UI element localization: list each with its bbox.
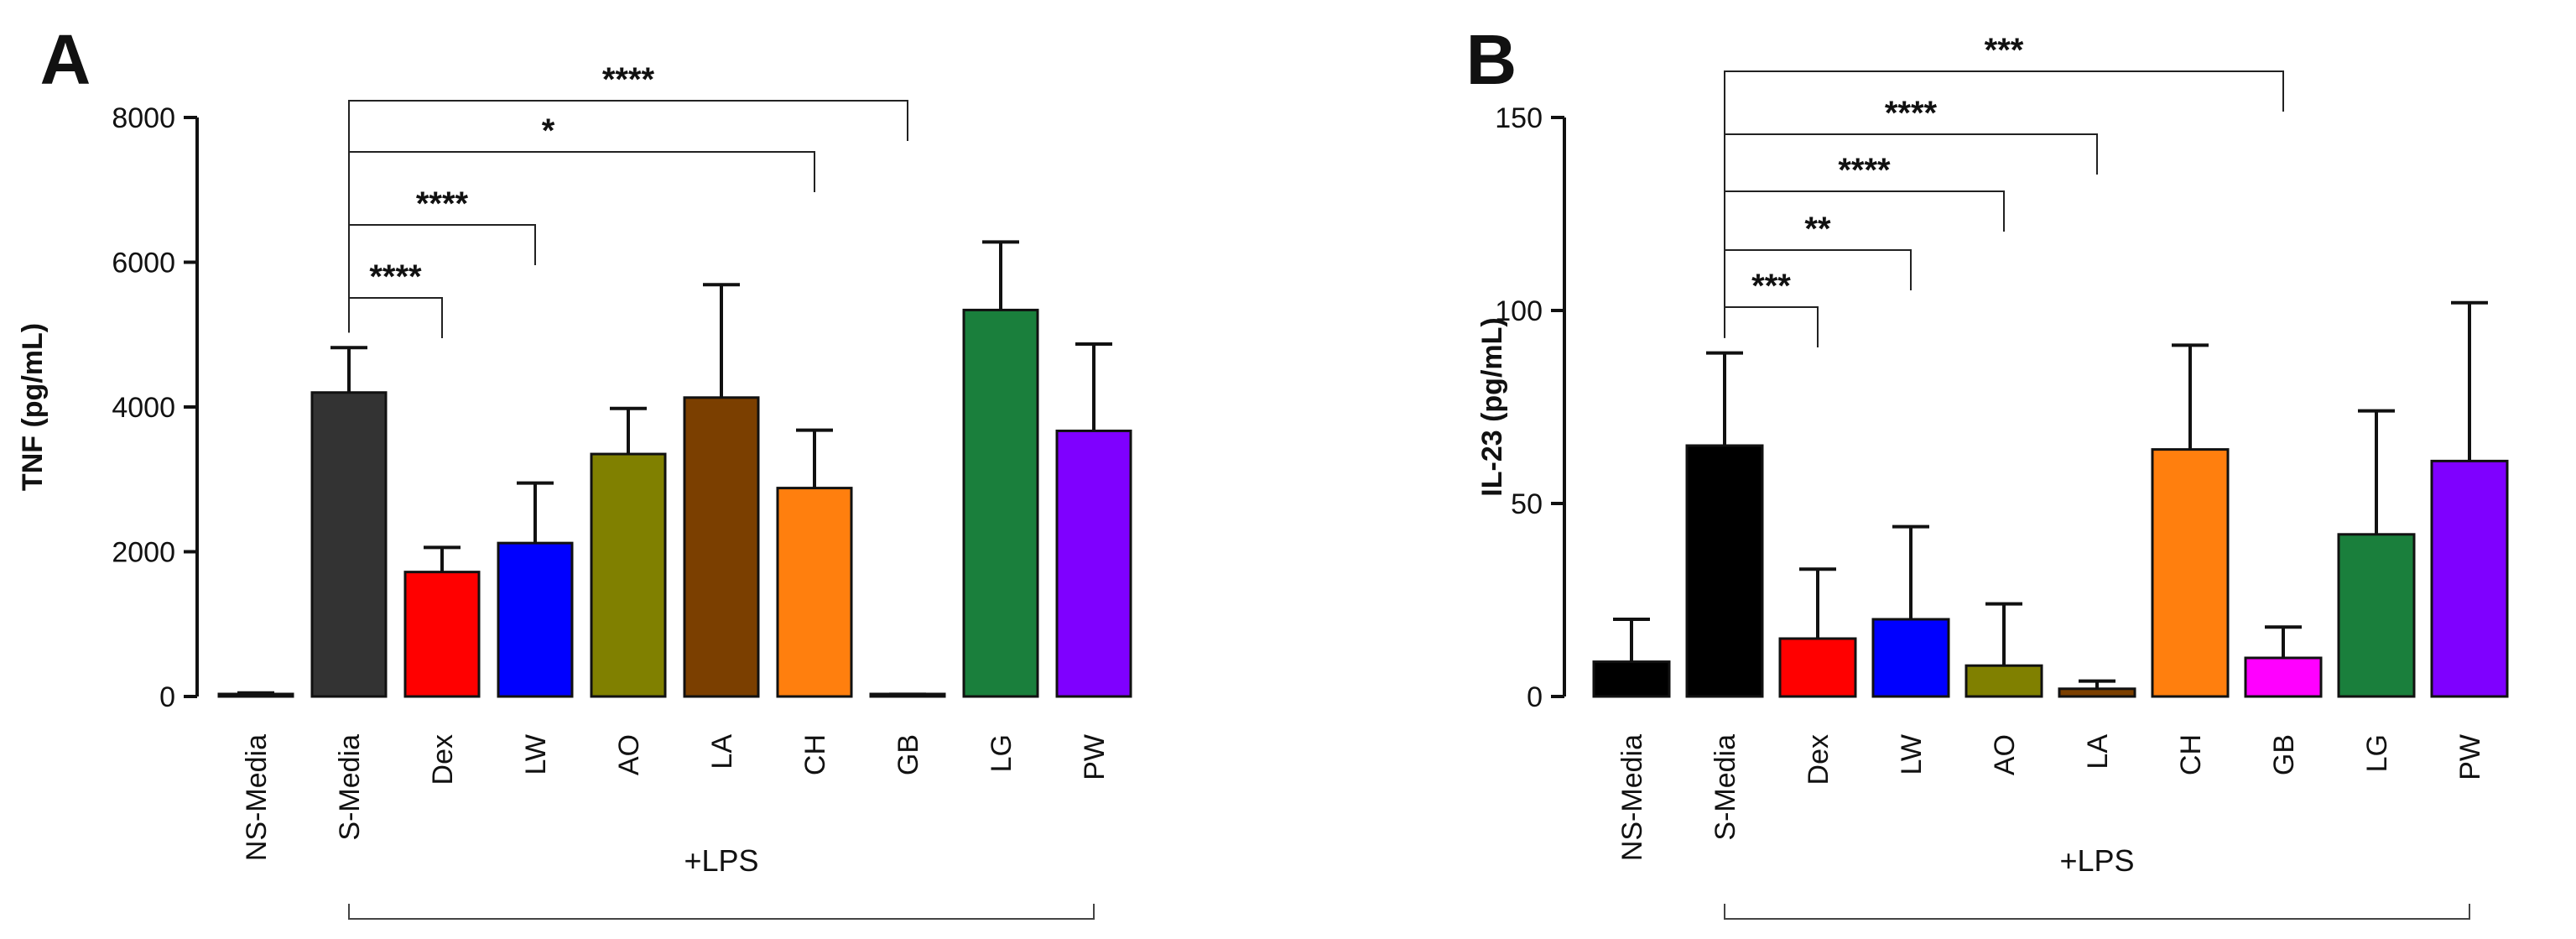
- panel-a-bar-la: [683, 396, 760, 698]
- panel-b-category-label: LW: [1896, 734, 1928, 775]
- panel-a-bar-dex: [403, 571, 481, 698]
- panel-b-significance-label: ***: [1751, 268, 1791, 305]
- panel-b-significance-label: ****: [1838, 152, 1891, 189]
- panel-b-bar-pw: [2430, 459, 2509, 698]
- panel-b-category-label: AO: [1989, 734, 2021, 775]
- panel-a-y-tick-label: 8000: [112, 102, 175, 134]
- panel-a-category-label: S-Media: [334, 734, 366, 841]
- panel-a-bar-lg: [962, 308, 1039, 698]
- panel-b-bar-la: [2058, 687, 2136, 698]
- panel-b-category-label: Dex: [1803, 734, 1834, 785]
- panel-a-y-label: TNF (pg/mL): [17, 323, 49, 491]
- panel-b-significance-label: ***: [1985, 32, 2024, 69]
- panel-b-bar-ch: [2151, 448, 2230, 698]
- panel-a-category-label: NS-Media: [241, 734, 273, 861]
- panel-a-y-tick-label: 6000: [112, 248, 175, 279]
- panel-a-y-tick-label: 2000: [112, 537, 175, 569]
- panel-b-y-label: IL-23 (pg/mL): [1476, 317, 1508, 496]
- panel-a-category-label: PW: [1079, 734, 1111, 780]
- panel-a-y-tick-label: 0: [159, 681, 175, 713]
- panel-b-bar-lw: [1871, 618, 1950, 698]
- panel-a-bar-pw: [1055, 429, 1132, 698]
- panel-a-category-label: LA: [706, 734, 738, 769]
- panel-b-bar-dex: [1778, 637, 1857, 698]
- panel-a-category-label: Dex: [427, 734, 459, 785]
- panel-b-bar-lg: [2337, 533, 2416, 698]
- panel-b-category-label: LA: [2082, 734, 2114, 769]
- panel-b-letter: B: [1466, 20, 1517, 99]
- panel-a-significance-label: ****: [416, 185, 469, 222]
- panel-a-significance-label: ****: [369, 258, 422, 295]
- panel-b-lps-bracket: [1724, 904, 2470, 920]
- panel-a-significance-bracket: [348, 297, 443, 338]
- panel-a-bar-ch: [776, 487, 853, 698]
- panel-b-category-label: LG: [2361, 734, 2393, 772]
- panel-a-significance-bracket: [348, 100, 908, 333]
- panel-a-category-label: LW: [520, 734, 552, 775]
- panel-b-category-label: PW: [2454, 734, 2486, 780]
- panel-b-bar-s-media: [1685, 444, 1764, 698]
- panel-a-bar-s-media: [310, 391, 388, 698]
- panel-b-significance-label: **: [1804, 211, 1831, 248]
- panel-a-lps-bracket: [348, 904, 1095, 920]
- panel-b-bar-gb: [2244, 656, 2323, 698]
- panel-a-lps-label: +LPS: [684, 843, 758, 878]
- panel-a-category-label: LG: [986, 734, 1017, 772]
- panel-a-bar-ao: [590, 452, 667, 698]
- panel-b-significance-bracket: [1724, 190, 2005, 338]
- panel-b-lps-label: +LPS: [2059, 843, 2134, 878]
- panel-b-significance-bracket: [1724, 70, 2284, 338]
- panel-b-category-label: GB: [2268, 734, 2300, 775]
- panel-b-bar-ao: [1965, 664, 2043, 698]
- panel-a-significance-label: ****: [602, 61, 655, 98]
- panel-a-category-label: AO: [613, 734, 645, 775]
- panel-a-category-label: GB: [892, 734, 924, 775]
- panel-b-significance-label: ****: [1885, 95, 1938, 132]
- panel-b-category-label: NS-Media: [1616, 734, 1648, 861]
- panel-a-letter: A: [40, 20, 91, 99]
- panel-a-significance-label: *: [542, 112, 555, 149]
- panel-a-bar-lw: [497, 541, 574, 698]
- panel-b-category-label: CH: [2175, 734, 2207, 775]
- panel-b-y-tick-label: 50: [1511, 488, 1543, 520]
- panel-a-category-label: CH: [799, 734, 831, 775]
- panel-b-y-tick-label: 0: [1527, 681, 1543, 713]
- panel-b-y-tick-label: 150: [1495, 102, 1543, 134]
- panel-b-significance-bracket: [1724, 306, 1819, 347]
- panel-b-category-label: S-Media: [1710, 734, 1741, 841]
- panel-a-y-tick-label: 4000: [112, 392, 175, 424]
- panel-b-bar-ns-media: [1592, 660, 1671, 698]
- panel-a-significance-bracket: [348, 151, 815, 333]
- panel-b-y-tick-label: 100: [1495, 295, 1543, 327]
